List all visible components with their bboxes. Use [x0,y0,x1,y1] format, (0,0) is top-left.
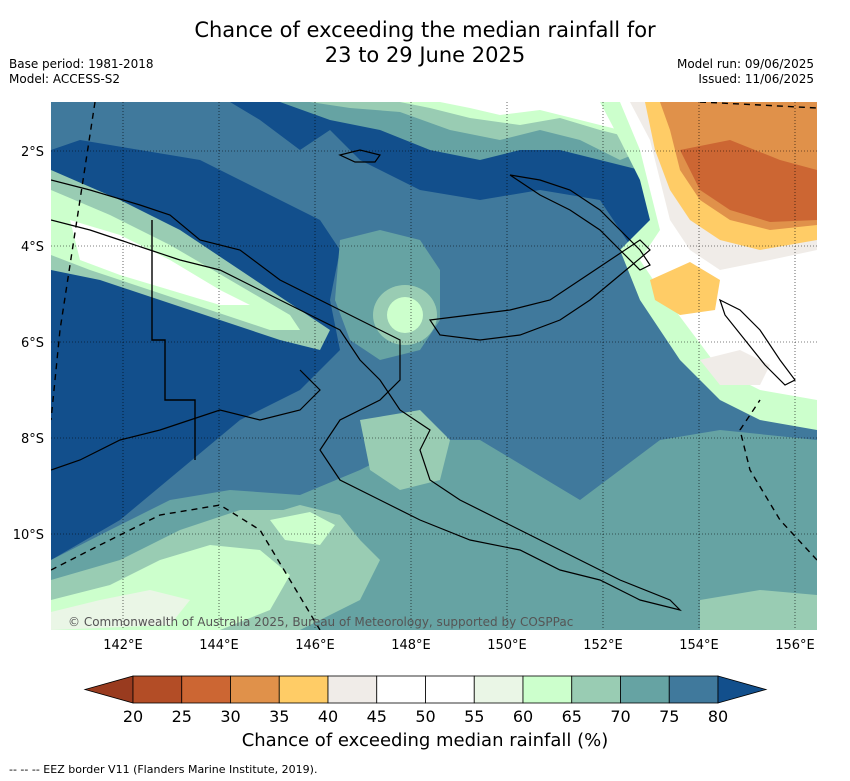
colorbar-tick-label: 45 [367,707,387,726]
colorbar-tick-label: 50 [415,707,435,726]
lon-label: 142°E [103,638,143,653]
colorbar-bin [230,675,280,704]
lon-label: 156°E [775,638,815,653]
lon-label: 150°E [487,638,527,653]
colorbar-title: Chance of exceeding median rainfall (%) [241,730,609,751]
lon-label: 146°E [295,638,335,653]
colorbar-bin [376,675,426,704]
colorbar-bin [522,675,573,704]
probability-field [51,102,817,630]
colorbar-bin [668,675,719,704]
copyright-notice: © Commonwealth of Australia 2025, Bureau… [68,615,573,629]
field-east-yellow-south [650,262,720,315]
field-se-green [700,590,817,630]
coastline-manus [338,149,382,163]
field-center-pale [387,297,423,333]
colorbar-under-arrow [83,675,134,704]
colorbar-bin [132,675,183,704]
coastline-south-png [51,369,321,471]
colorbar-tick-label: 60 [513,707,533,726]
colorbar-tick-label: 55 [464,707,484,726]
colorbar-tick-label: 80 [708,707,728,726]
chart-title: Chance of exceeding the median rainfall … [0,18,850,68]
colorbar-bin [425,675,475,704]
field-east-dark-orange [680,140,817,222]
eez-northeast [699,102,817,109]
colorbar-tick-label: 25 [172,707,192,726]
lat-label: 2°S [21,145,44,160]
colorbar-bin [327,675,378,704]
colorbar-bin [620,675,670,704]
coastline-bougainville [718,298,796,386]
field-west-pale [51,190,300,330]
colorbar-tick-label: 40 [318,707,338,726]
model-name: Model: ACCESS-S2 [9,72,121,86]
base-period: Base period: 1981-2018 [9,57,154,71]
colorbar-tick-label: 35 [269,707,289,726]
coastline-new-guinea [51,179,682,612]
lon-label: 152°E [583,638,623,653]
field-band-white-north [440,102,620,130]
lon-label: 148°E [391,638,431,653]
field-south-white [51,590,190,630]
colorbar-tick-label: 70 [610,707,630,726]
border-png-indonesia [151,220,196,460]
coastline-new-britain [428,239,651,341]
coastlines [51,149,796,612]
colorbar-tick-label: 65 [562,707,582,726]
eez-south [51,504,321,630]
issued-date: Issued: 11/06/2025 [698,72,814,86]
colorbar-bin [473,675,524,704]
title-line-1: Chance of exceeding the median rainfall … [194,18,656,42]
field-south-central-pale [270,512,335,545]
colorbar-bin [571,675,621,704]
colorbar-bin [181,675,231,704]
field-east-beige-south [700,350,770,385]
lon-label: 154°E [679,638,719,653]
lat-label: 4°S [21,240,44,255]
field-west-white [70,220,250,305]
colorbar-tick-label: 75 [659,707,679,726]
gridlines [51,102,817,630]
title-line-2: 23 to 29 June 2025 [324,43,526,67]
field-mid-green [360,410,450,490]
lat-label: 6°S [21,336,44,351]
metadata-left: Base period: 1981-2018 Model: ACCESS-S2 [9,57,154,87]
eez-footnote: -- -- -- EEZ border V11 (Flanders Marine… [9,763,318,776]
coastline-new-ireland [509,174,651,271]
metadata-right: Model run: 09/06/2025 Issued: 11/06/2025 [677,57,814,87]
colorbar-over-arrow [717,675,768,704]
model-run: Model run: 09/06/2025 [676,57,814,71]
lat-label: 10°S [13,528,44,543]
colorbar-tick-label: 20 [123,707,143,726]
lat-label: 8°S [21,432,44,447]
colorbar-tick-label: 30 [220,707,240,726]
colorbar-bin [278,675,329,704]
colorbar: 20 25 30 35 40 45 50 55 60 65 70 75 80 [83,675,768,726]
lon-label: 144°E [199,638,239,653]
eez-east [739,399,817,561]
